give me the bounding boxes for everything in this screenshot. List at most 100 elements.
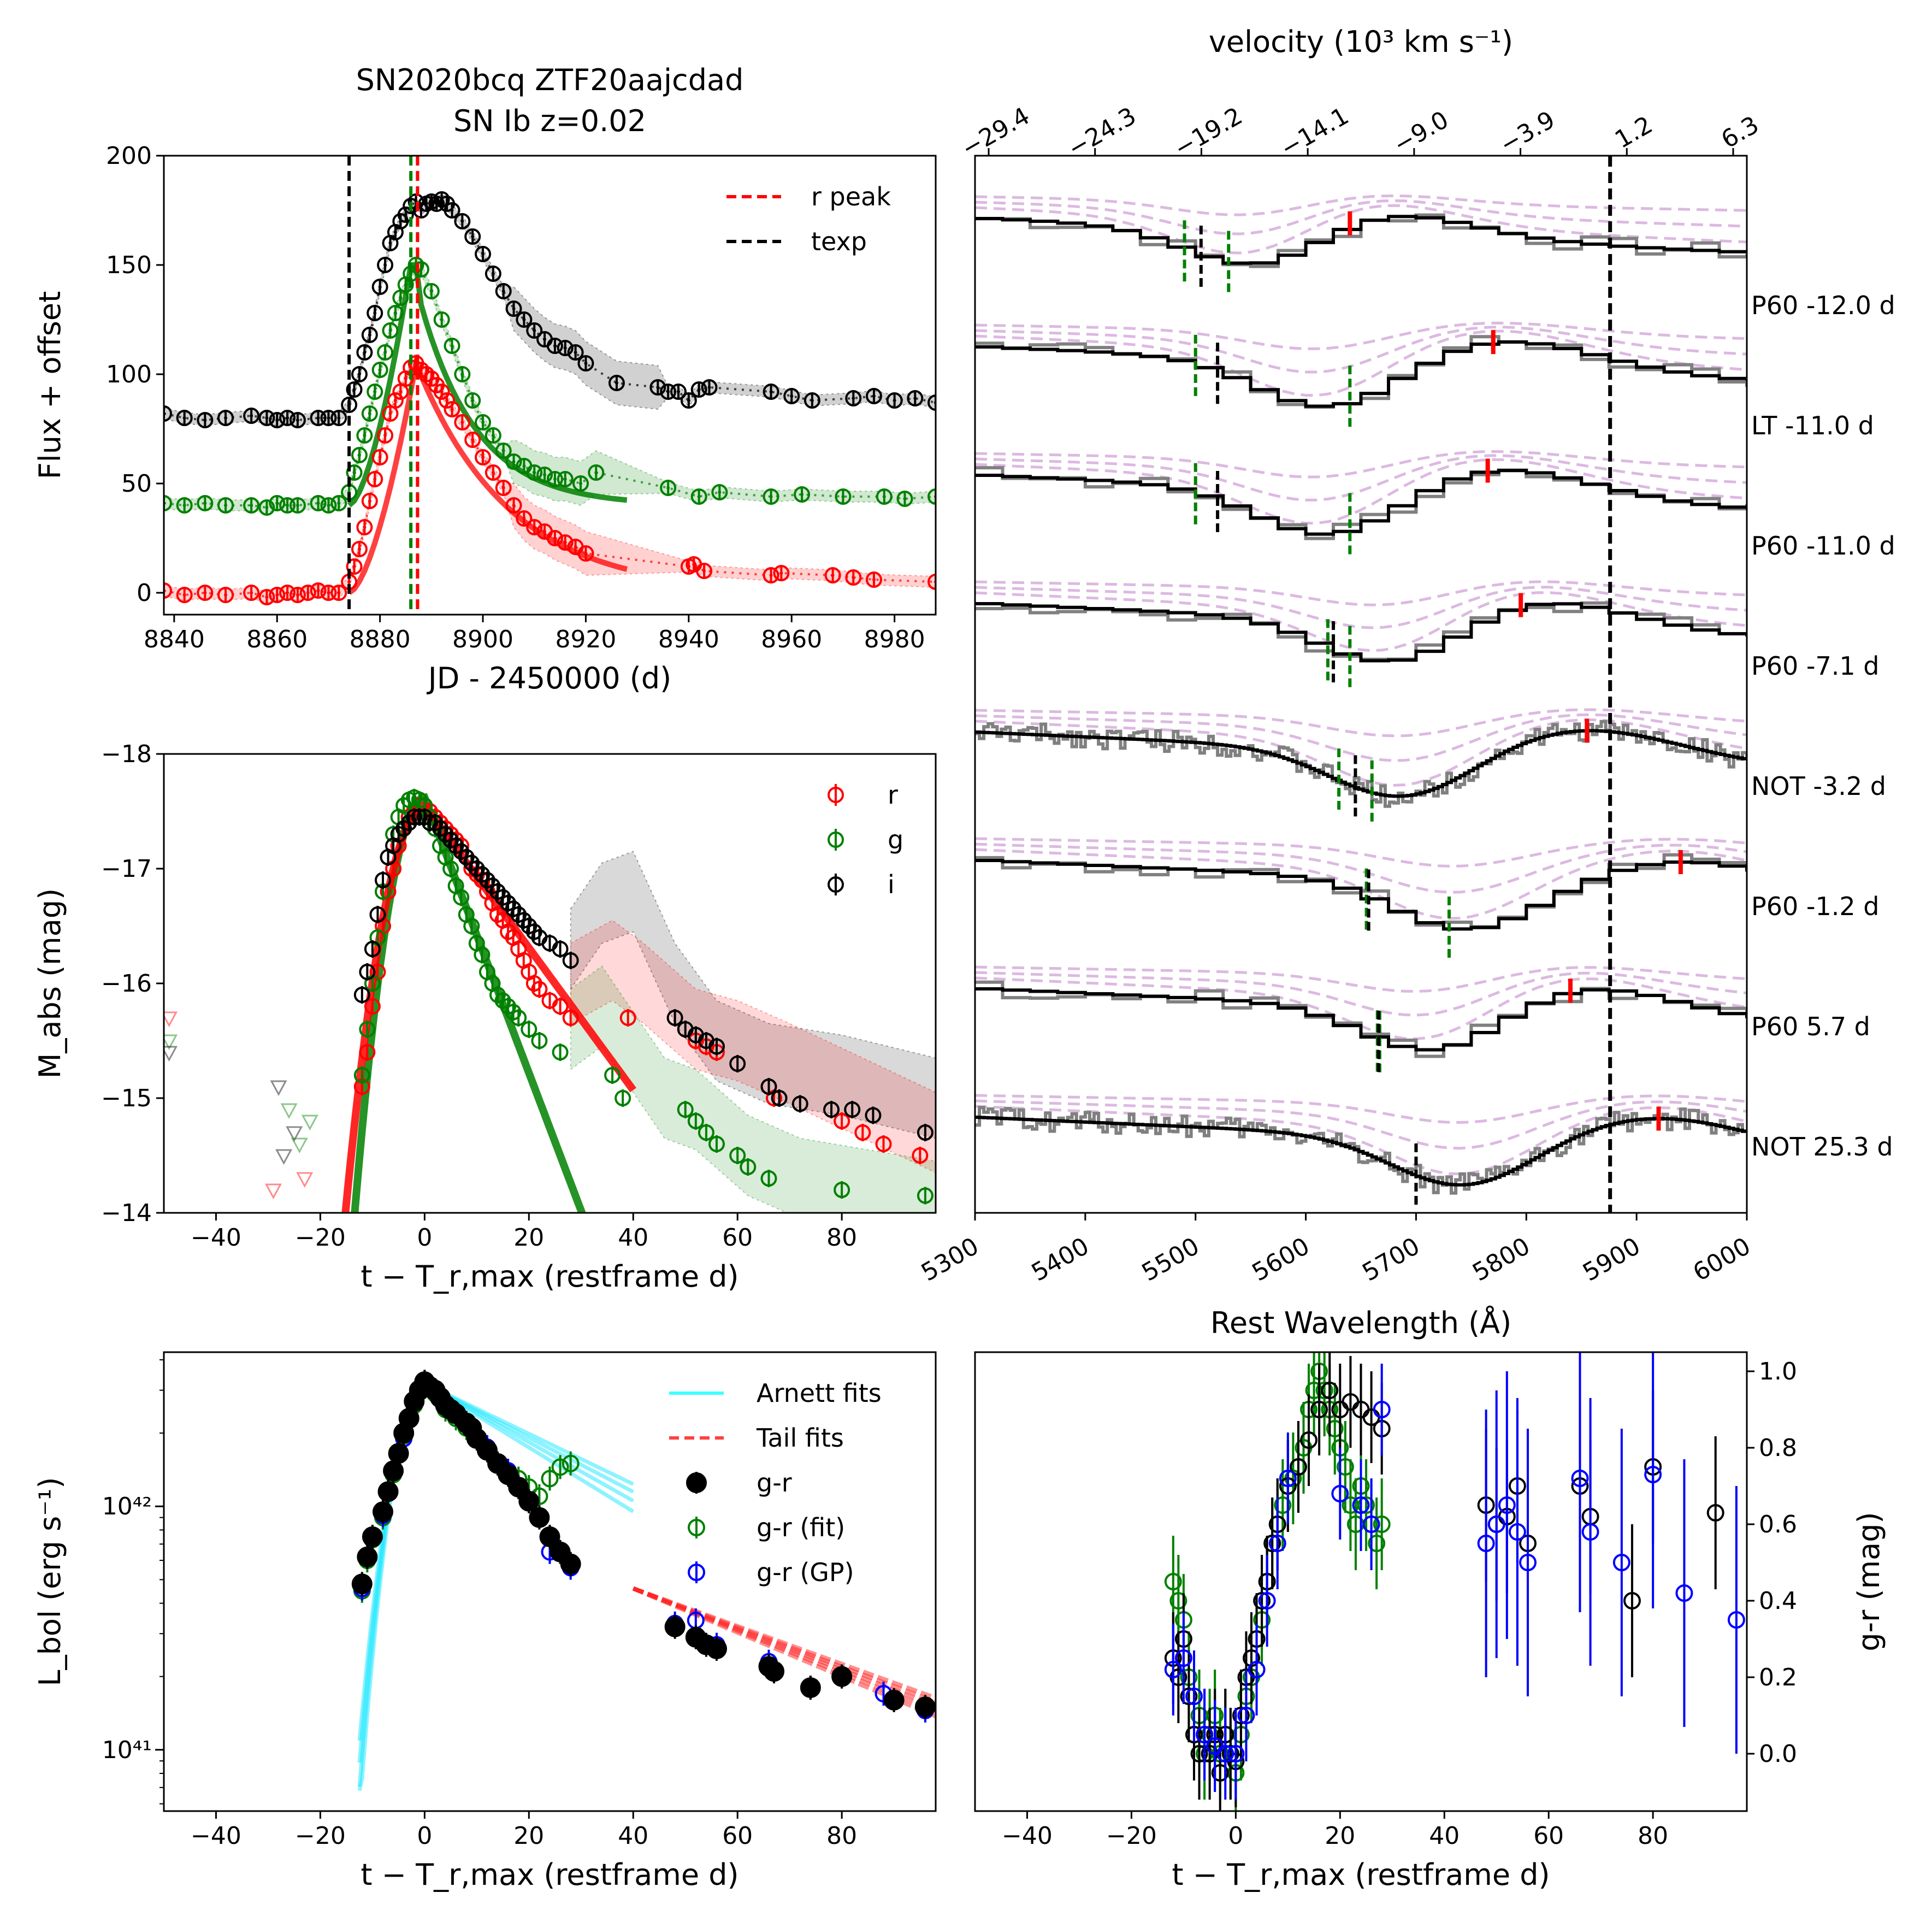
color-panel: −40 −20 0 20 40 60 80 0.0 0.2 0.4 0.6 0.8 1.0 t − T_r… [974,1351,1886,1892]
spectrum-model-curve [975,454,1747,502]
flux-point-center [471,399,475,402]
flux-point [351,366,368,382]
flux-point [387,392,404,409]
flux-point-center [316,502,320,505]
upper-limit-marker [286,1126,303,1142]
spectrum-label: P60 -1.2 d [1751,892,1879,921]
x-tick-label: 6000 [1688,1232,1755,1287]
flux-point-center [692,563,696,566]
color-point [1211,1764,1229,1782]
flux-point-center [718,491,722,494]
flux-point-center [574,545,577,549]
magnitude-point [359,964,376,980]
flux-point-center [450,408,454,411]
flux-point-center [491,471,495,474]
flux-point [763,384,779,400]
flux-point [330,585,347,601]
plot-area [1164,1352,1745,1811]
flux-point-center [337,416,341,420]
flux-point [377,427,394,444]
luminosity-point [764,1661,785,1682]
magnitude-point [791,1095,808,1112]
upper-limit-marker [164,1034,178,1051]
magnitude-point [604,1067,621,1083]
x-tick-label: 20 [1325,1822,1355,1850]
flux-point-center [363,526,367,529]
y-tick-label: 200 [106,142,152,170]
magnitude-panel: −40 −20 0 20 40 60 80 −18 −17 −16 −15 −14 t − T_r,ma… [33,740,937,1294]
x2-tick-label: −9.0 [1389,106,1454,160]
magnitude-point [875,1136,892,1152]
flux-point [927,574,936,590]
flux-point-center [553,344,557,347]
legend-label: texp [811,227,867,256]
flux-point-center [769,574,773,577]
x-tick-label: −40 [191,1822,241,1850]
spectra-x2-axis-label: velocity (10³ km s⁻¹) [1209,25,1513,59]
flux-point [475,414,492,431]
y-tick-label: 0.4 [1759,1587,1797,1615]
magnitude-point [353,1067,370,1083]
flux-point [346,464,363,481]
flux-point-center [501,449,505,452]
color-point [1263,1535,1281,1552]
spectrum-model-curve [975,718,1747,787]
magnitude-point [844,1101,861,1118]
flux-point [464,392,481,409]
luminosity-point [541,1470,559,1488]
r-model-fit [347,353,628,596]
spectrum-label: NOT 25.3 d [1751,1132,1893,1161]
spectrum-smoothed [975,469,1747,536]
spectrum-smoothed [975,602,1747,663]
flux-point-center [501,486,505,490]
luminosity-point [518,1490,540,1512]
legend-marker [828,876,844,893]
flux-point-center [352,471,356,474]
luminosity-point [398,1408,420,1429]
spectrum-model-curve [975,580,1747,606]
flux-point [346,558,363,575]
flux-point-center [584,552,588,555]
flux-point-center [316,416,320,420]
flux-point-center [872,578,876,581]
legend-marker [686,1472,707,1493]
luminosity-point [800,1677,821,1699]
x-tick-label: 5300 [917,1232,983,1287]
flux-point [763,567,779,583]
flux-point-center [697,495,701,498]
flux-point [367,384,383,400]
x-tick-label: 8880 [350,626,411,653]
spectrum-model-curve [975,204,1747,255]
flux-point-center [388,329,392,332]
flux-point [927,488,936,505]
magnitude-point [666,1010,683,1026]
flux-point [289,412,306,428]
color-point [1169,1592,1187,1609]
flux-point-center [306,591,310,594]
flux-y-axis-label: Flux + offset [33,291,67,480]
flux-point-center [440,318,444,321]
x-tick-label: 40 [1429,1822,1460,1850]
magnitude-point [531,1033,548,1049]
magnitude-point [771,1090,788,1106]
flux-point [454,414,471,431]
flux-point [505,497,522,514]
magnitude-point [760,1078,777,1095]
flux-point-center [250,591,253,594]
x-tick-label: 20 [513,1822,544,1850]
legend-marker [688,1564,705,1581]
color-point [1357,1496,1375,1514]
flux-point [423,283,440,299]
flux-point-center [563,541,567,544]
color-point [1727,1611,1745,1629]
color-point [1216,1745,1234,1762]
magnitude-point [865,1107,882,1124]
flux-point-center [388,241,392,245]
color-point [1331,1485,1349,1502]
flux-point-center [383,351,387,354]
flux-point [243,585,260,601]
color-point [1336,1458,1354,1476]
color-point [1232,1707,1250,1724]
color-point [1185,1688,1203,1705]
